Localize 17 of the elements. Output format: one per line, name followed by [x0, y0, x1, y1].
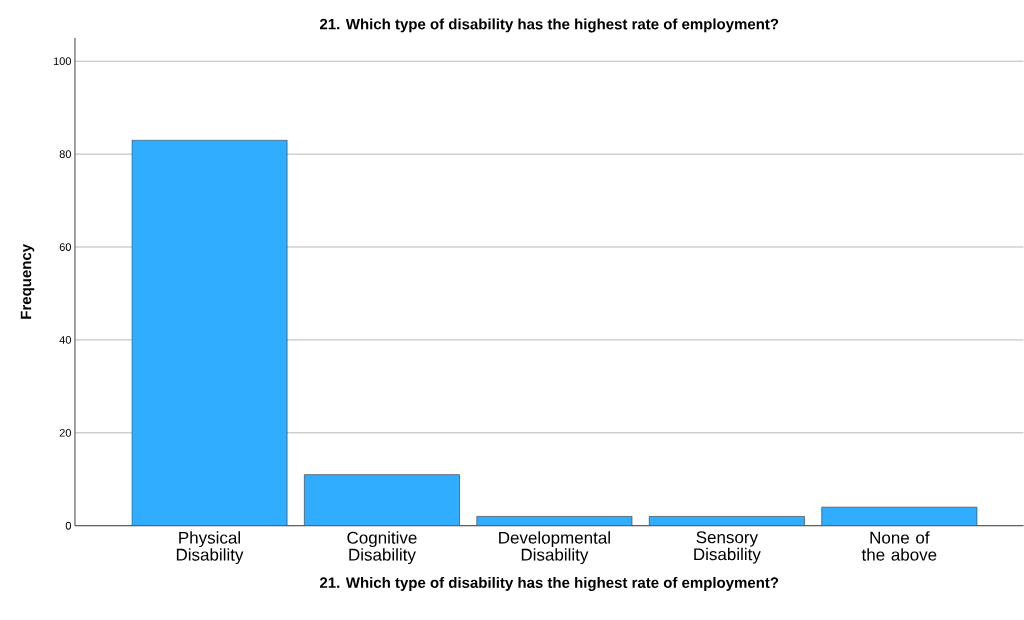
x-axis-title: 21. Which type of disability has the highest rate of employment?: [319, 577, 779, 592]
x-tick-label: Sensory Disability: [694, 531, 761, 564]
bar: [304, 474, 460, 526]
x-tick-label: None of the above: [861, 531, 937, 561]
bar: [131, 140, 288, 526]
chart-title: 21. Which type of disability has the highest rate of employment?: [319, 18, 779, 33]
x-tick-label: Physical Disability: [176, 531, 244, 565]
y-tick-label: 100: [53, 57, 71, 66]
y-tick-label: 20: [59, 429, 71, 437]
y-tick-label: 40: [59, 336, 71, 344]
y-tick-label: 60: [59, 243, 71, 252]
y-axis-title: Frequency: [20, 244, 35, 319]
x-tick-label: Developmental Disability: [499, 531, 610, 565]
bar: [821, 507, 978, 526]
x-tick-label: Cognitive Disability: [347, 531, 417, 565]
y-tick-label: 80: [59, 150, 71, 159]
y-tick-label: 0: [65, 522, 71, 530]
